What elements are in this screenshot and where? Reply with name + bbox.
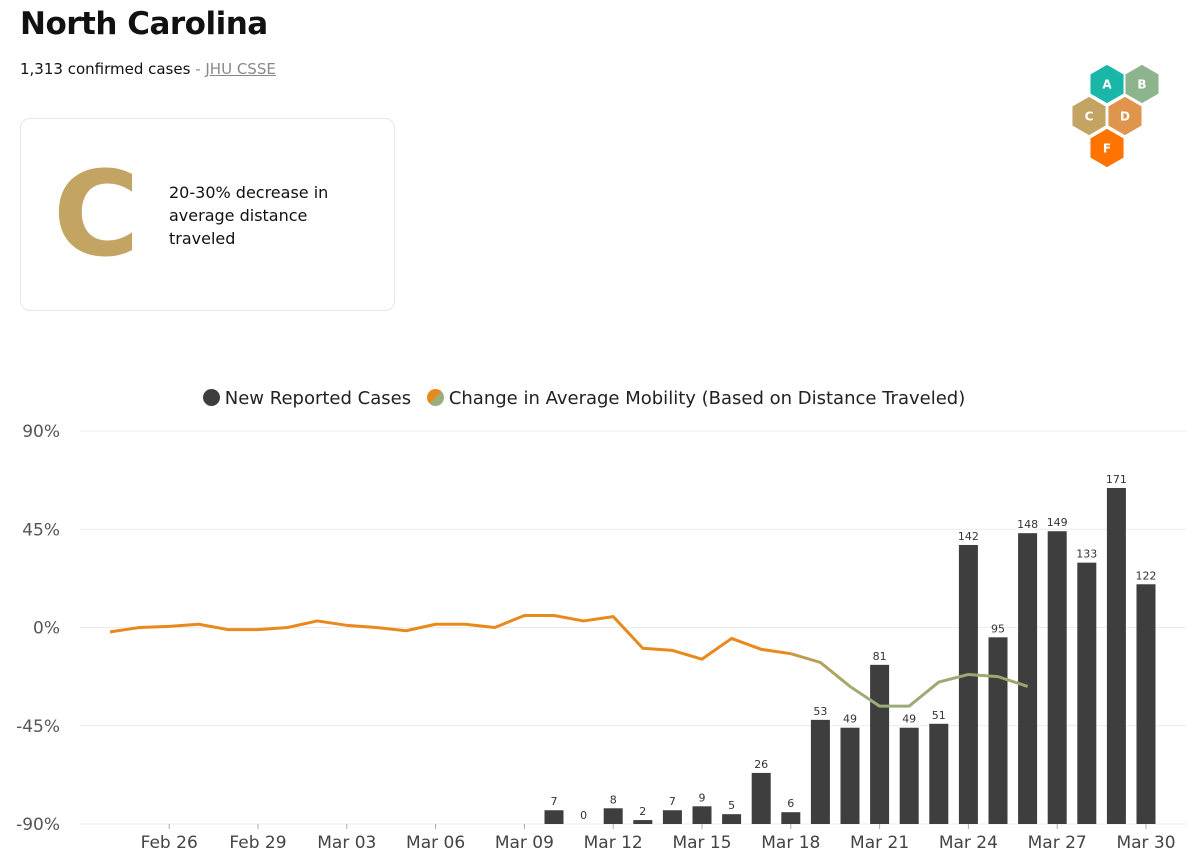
x-tick-label: Mar 18 [761,833,820,853]
bar-data-label: 142 [958,530,979,543]
grade-description: 20-30% decrease in average distance trav… [169,183,329,248]
x-tick-label: Mar 03 [317,833,376,853]
bar-new-cases [603,808,623,824]
bar-data-label: 8 [610,793,617,806]
bar-new-cases [988,637,1008,824]
bar-data-label: 7 [551,795,558,808]
bar-data-label: 81 [873,650,887,663]
grade-hex-d [1106,95,1144,137]
mobility-line-recent [790,652,1029,708]
bar-data-label: 6 [787,797,794,810]
bar-data-label: 26 [754,758,768,771]
page-title: North Carolina [20,6,268,42]
source-link[interactable]: JHU CSSE [205,60,276,78]
x-tick-label: Mar 24 [939,833,998,853]
grade-card: C 20-30% decrease in average distance tr… [20,118,395,311]
bar-new-cases [722,814,742,824]
bar-data-label: 171 [1106,473,1127,486]
bar-new-cases [1106,487,1126,824]
bar-new-cases [633,820,653,824]
legend-mobility-swatch [426,389,444,406]
grade-hex-f [1088,127,1126,169]
legend-cases-swatch [202,389,220,406]
bar-data-label: 149 [1047,516,1068,529]
y-tick-label: -45% [16,717,60,737]
bar-new-cases [899,727,919,824]
y-tick-label: 90% [22,422,60,442]
x-tick-label: Mar 06 [406,833,465,853]
chart-legend: New Reported Cases Change in Average Mob… [0,388,1168,409]
bar-data-label: 51 [932,709,946,722]
bar-data-label: 148 [1017,518,1038,531]
x-tick-label: Mar 27 [1028,833,1087,853]
x-tick-label: Mar 09 [495,833,554,853]
legend-mobility-label: Change in Average Mobility (Based on Dis… [448,388,966,409]
y-tick-label: 45% [22,520,60,540]
y-tick-label: -90% [16,815,60,835]
grade-hex-label-d: D [1120,110,1130,124]
confirmed-cases-text: 1,313 confirmed cases [20,60,191,78]
bar-data-label: 49 [843,713,857,726]
legend-item-cases[interactable]: New Reported Cases [202,388,412,409]
grade-hex-label-f: F [1103,142,1111,156]
bar-new-cases [1047,531,1067,824]
bar-data-label: 2 [639,805,646,818]
separator: - [190,60,206,78]
bar-new-cases [662,810,682,824]
bar-new-cases [1136,584,1156,824]
grade-letter: C [53,145,140,283]
grade-hex-label-c: C [1085,110,1094,124]
legend-item-mobility[interactable]: Change in Average Mobility (Based on Dis… [426,388,966,409]
bar-data-label: 133 [1076,548,1097,561]
bar-new-cases [840,727,860,824]
bar-new-cases [544,810,564,824]
bar-data-label: 5 [728,799,735,812]
bar-new-cases [810,719,830,824]
bar-new-cases [1077,562,1097,824]
grade-hex-b [1123,64,1161,105]
bar-data-label: 95 [991,622,1005,635]
bar-new-cases [958,544,978,824]
grade-hex-label-a: A [1102,78,1112,92]
grade-hex-c [1070,95,1108,137]
bar-new-cases [1018,533,1038,824]
bar-data-label: 49 [902,713,916,726]
bar-data-label: 0 [580,809,587,822]
x-tick-label: Mar 30 [1116,833,1175,853]
case-summary: 1,313 confirmed cases - JHU CSSE [20,60,276,78]
bar-data-label: 7 [669,795,676,808]
y-tick-label: 0% [33,619,60,639]
bar-data-label: 9 [699,791,706,804]
x-tick-label: Mar 12 [584,833,643,853]
bar-new-cases [870,664,890,824]
grade-scale-logo: A B C D F [1070,64,1161,169]
x-tick-label: Mar 15 [672,833,731,853]
grade-hex-label-b: B [1137,78,1146,92]
bar-data-label: 122 [1136,569,1157,582]
bar-new-cases [929,723,949,824]
mobility-line [109,613,792,661]
bar-new-cases [751,772,771,824]
bar-data-label: 53 [813,705,827,718]
bar-new-cases [781,812,801,824]
x-tick-label: Feb 26 [141,833,198,853]
x-tick-label: Mar 21 [850,833,909,853]
legend-cases-label: New Reported Cases [224,388,412,409]
bar-new-cases [692,806,712,824]
x-tick-label: Feb 29 [229,833,286,853]
